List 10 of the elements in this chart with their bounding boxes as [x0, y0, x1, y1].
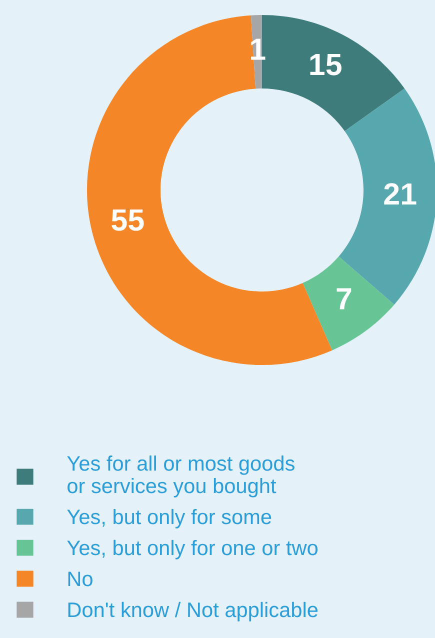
legend-label: Yes for all or most goods or services you bought	[67, 456, 294, 498]
data-label: 21	[384, 183, 416, 204]
data-label: 15	[310, 54, 342, 76]
legend-label: Don't know / Not applicable	[68, 602, 318, 622]
legend-label: Yes, but only for one or two	[67, 540, 318, 560]
donut-slice	[302, 256, 394, 350]
legend-label: No	[68, 572, 92, 586]
data-label: 7	[336, 288, 352, 310]
data-label: 55	[112, 209, 144, 231]
legend-label: Yes, but only for some	[67, 508, 272, 528]
